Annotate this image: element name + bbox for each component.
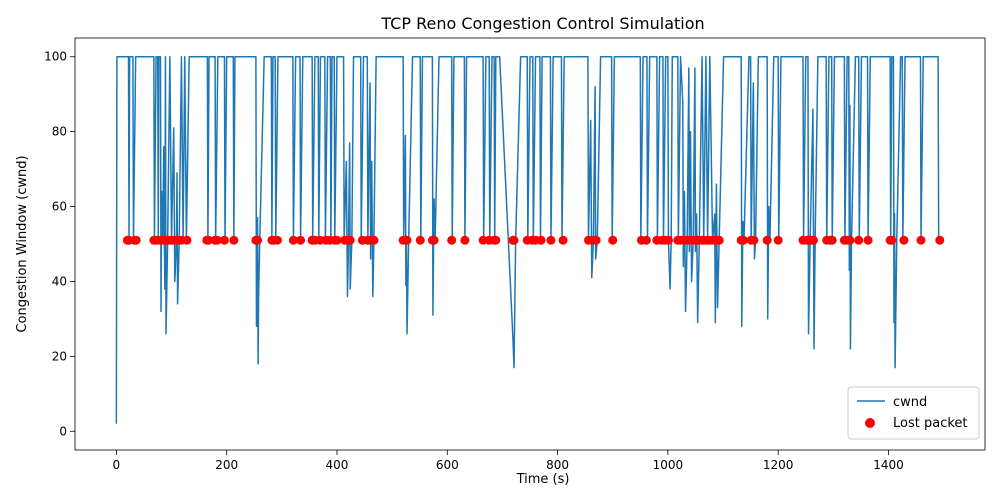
lost-packet-point (738, 235, 748, 245)
lost-packet-point (369, 235, 379, 245)
lost-packet-point (773, 235, 783, 245)
lost-packet-point (491, 235, 501, 245)
lost-packet-point (808, 235, 818, 245)
y-axis-label: Congestion Window (cwnd) (15, 155, 30, 332)
lost-packet-point (749, 235, 759, 245)
legend: cwnd Lost packet (847, 386, 980, 440)
y-tick-label: 40 (52, 274, 67, 288)
y-tick-label: 20 (52, 349, 67, 363)
lost-packet-point (402, 235, 412, 245)
x-tick-label: 200 (215, 458, 238, 472)
plot-area (115, 55, 945, 424)
legend-label-cwnd: cwnd (893, 395, 927, 410)
lost-packet-point (272, 235, 282, 245)
lost-packet-point (935, 235, 945, 245)
x-tick-label: 1000 (653, 458, 684, 472)
lost-packet-point (714, 235, 724, 245)
lost-packet-point (253, 235, 263, 245)
lost-packet-point (509, 235, 519, 245)
lost-packet-point (296, 235, 306, 245)
lost-packet-point (182, 235, 192, 245)
lost-packet-point (663, 235, 673, 245)
lost-packet-point (203, 235, 213, 245)
legend-label-lost-packet: Lost packet (893, 416, 968, 431)
lost-packet-point (229, 235, 239, 245)
chart-title: TCP Reno Congestion Control Simulation (380, 14, 704, 33)
legend-box (847, 386, 980, 440)
x-tick-label: 1400 (873, 458, 904, 472)
y-tick-label: 80 (52, 125, 67, 139)
lost-packet-point (131, 235, 141, 245)
x-axis-label: Time (s) (516, 472, 570, 487)
x-tick-label: 800 (546, 458, 569, 472)
x-tick-label: 1200 (763, 458, 794, 472)
x-tick-label: 0 (113, 458, 121, 472)
lost-packet-point (558, 235, 568, 245)
lost-packet-point (429, 235, 439, 245)
lost-packet-point (288, 235, 298, 245)
lost-packet-point (591, 235, 601, 245)
lost-packet-point (447, 235, 457, 245)
lost-packet-point (536, 235, 546, 245)
lost-packet-point (546, 235, 556, 245)
lost-packet-point (345, 235, 355, 245)
lost-packet-point (608, 235, 618, 245)
lost-packet-point (332, 235, 342, 245)
lost-packet-point (899, 235, 909, 245)
y-tick-label: 100 (44, 50, 67, 64)
lost-packet-point (415, 235, 425, 245)
axes: 0 200 400 600 800 1000 1200 1400 0 20 40 60 80 100 (44, 37, 986, 472)
lost-packet-point (827, 235, 837, 245)
lost-packet-point (641, 235, 651, 245)
lost-packet-point (219, 235, 229, 245)
legend-marker-swatch (865, 418, 875, 428)
lost-packet-point (212, 235, 222, 245)
y-tick-label: 0 (59, 424, 67, 438)
lost-packet-point (845, 235, 855, 245)
lost-packet-point (887, 235, 897, 245)
lost-packet-point (854, 235, 864, 245)
x-tick-label: 400 (326, 458, 349, 472)
lost-packet-point (863, 235, 873, 245)
y-tick-label: 60 (52, 200, 67, 214)
lost-packet-point (460, 235, 470, 245)
axes-frame (74, 37, 986, 451)
lost-packet-point (762, 235, 772, 245)
lost-packet-point (916, 235, 926, 245)
x-tick-label: 600 (436, 458, 459, 472)
